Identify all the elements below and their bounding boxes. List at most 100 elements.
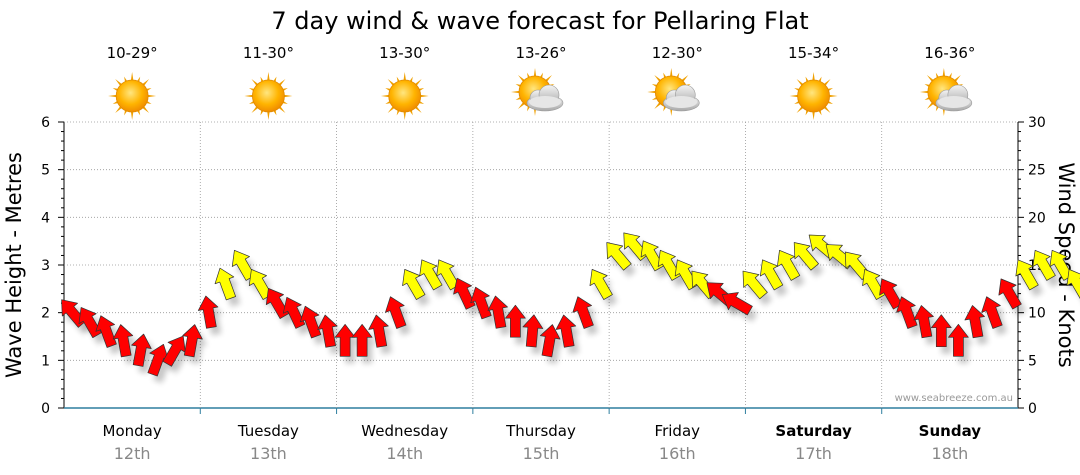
sun-ray (647, 90, 657, 94)
sun-ray (533, 68, 537, 78)
watermark: www.seabreeze.com.au (895, 393, 1013, 404)
day-weather: 12-30° (647, 44, 703, 116)
wind-arrow (385, 296, 407, 329)
partly-cloudy-icon (647, 68, 700, 116)
wind-arrow (776, 249, 801, 281)
sun-ray (669, 68, 673, 78)
wind-arrow (742, 270, 768, 300)
left-y-ticks: 0 1 2 3 4 5 6 (41, 115, 64, 417)
sun-ray (419, 94, 429, 98)
sun-ray (108, 94, 118, 98)
wind-arrow (487, 295, 508, 329)
wind-arrow (299, 305, 322, 339)
sun-disc (797, 79, 830, 113)
wind-arrow (334, 323, 356, 357)
wind-arrow (470, 286, 492, 320)
right-tick-label: 10 (1028, 306, 1046, 322)
left-axis-title: Wave Height - Metres (2, 152, 26, 378)
weather-row: 10-29° 11-30° 13-30° 13-26° 12-30° 15-34° 16-3… (107, 44, 975, 120)
day-date-label: 16th (659, 444, 696, 463)
temp-range: 16-36° (924, 44, 975, 62)
day-date-label: 12th (114, 444, 151, 463)
right-tick-label: 20 (1028, 210, 1046, 226)
day-name-label: Friday (655, 422, 701, 440)
wind-arrow (998, 278, 1022, 310)
wind-arrow (913, 305, 934, 339)
day-labels: Monday 12th Tuesday 13th Wednesday 14th Thursd… (103, 422, 982, 463)
sun-ray (942, 68, 946, 78)
wind-arrow (964, 305, 985, 339)
day-name-label: Tuesday (237, 422, 299, 440)
day-date-label: 14th (386, 444, 423, 463)
day-name-label: Saturday (775, 422, 852, 440)
wind-arrow (572, 296, 594, 329)
wind-arrow (351, 323, 373, 357)
sun-ray (380, 94, 390, 98)
wind-arrow (555, 314, 577, 348)
sun-ray (283, 94, 293, 98)
day-name-label: Thursday (505, 422, 576, 440)
wind-arrow (112, 324, 134, 358)
wind-arrow (95, 315, 117, 348)
wind-arrow (981, 296, 1003, 329)
day-name-label: Monday (103, 422, 162, 440)
wind-arrow (402, 269, 426, 300)
day-weather: 10-29° (107, 44, 158, 120)
temp-range: 12-30° (652, 44, 703, 62)
temp-range: 10-29° (107, 44, 158, 62)
wind-arrow (948, 323, 969, 357)
sun-disc (388, 79, 422, 113)
day-weather: 15-34° (788, 44, 839, 120)
left-tick-label: 2 (41, 306, 50, 322)
grid (64, 121, 1018, 414)
wind-arrow (162, 335, 186, 367)
day-date-label: 18th (931, 444, 968, 463)
sun-ray (267, 110, 270, 120)
wind-arrow (1015, 259, 1039, 291)
cloud-shape (526, 84, 564, 112)
wind-arrow (197, 295, 219, 329)
wind-arrow (453, 277, 476, 310)
temp-range: 13-26° (515, 44, 566, 62)
wind-arrows (61, 232, 1080, 377)
sun-ray (789, 94, 799, 98)
wind-arrow (1066, 269, 1080, 300)
wind-arrow (930, 314, 952, 348)
partly-cloudy-icon (919, 68, 973, 116)
day-name-label: Wednesday (361, 422, 448, 440)
left-tick-label: 4 (41, 210, 50, 226)
sun-ray (828, 94, 838, 98)
sun-ray (403, 72, 407, 82)
sun-icon (789, 72, 838, 120)
left-tick-label: 0 (41, 401, 50, 417)
wind-arrow (505, 304, 526, 338)
day-date-label: 13th (250, 444, 287, 463)
sun-ray (403, 110, 407, 120)
wind-arrow (214, 267, 236, 301)
wind-arrow (522, 314, 544, 348)
wind-arrow (539, 324, 561, 358)
wind-arrow (368, 314, 389, 348)
wind-arrow (182, 324, 203, 358)
wind-arrow (721, 292, 753, 316)
sun-ray (267, 72, 270, 82)
sun-ray (130, 110, 134, 120)
sun-ray (511, 90, 521, 94)
sun-icon (380, 72, 429, 120)
chart-title: 7 day wind & wave forecast for Pellaring… (271, 7, 808, 35)
day-weather: 13-26° (511, 44, 567, 116)
wind-arrow (317, 314, 338, 348)
left-tick-label: 1 (41, 353, 50, 369)
left-tick-label: 3 (41, 258, 50, 274)
right-tick-label: 30 (1028, 115, 1046, 131)
sun-ray (812, 72, 815, 82)
wind-arrow (606, 242, 632, 271)
right-tick-label: 5 (1028, 353, 1037, 369)
wind-arrow (1032, 249, 1056, 281)
temp-range: 13-30° (379, 44, 430, 62)
sun-icon (244, 72, 293, 120)
sun-ray (244, 94, 254, 98)
wind-arrow (793, 242, 819, 271)
wind-arrow (896, 296, 918, 329)
